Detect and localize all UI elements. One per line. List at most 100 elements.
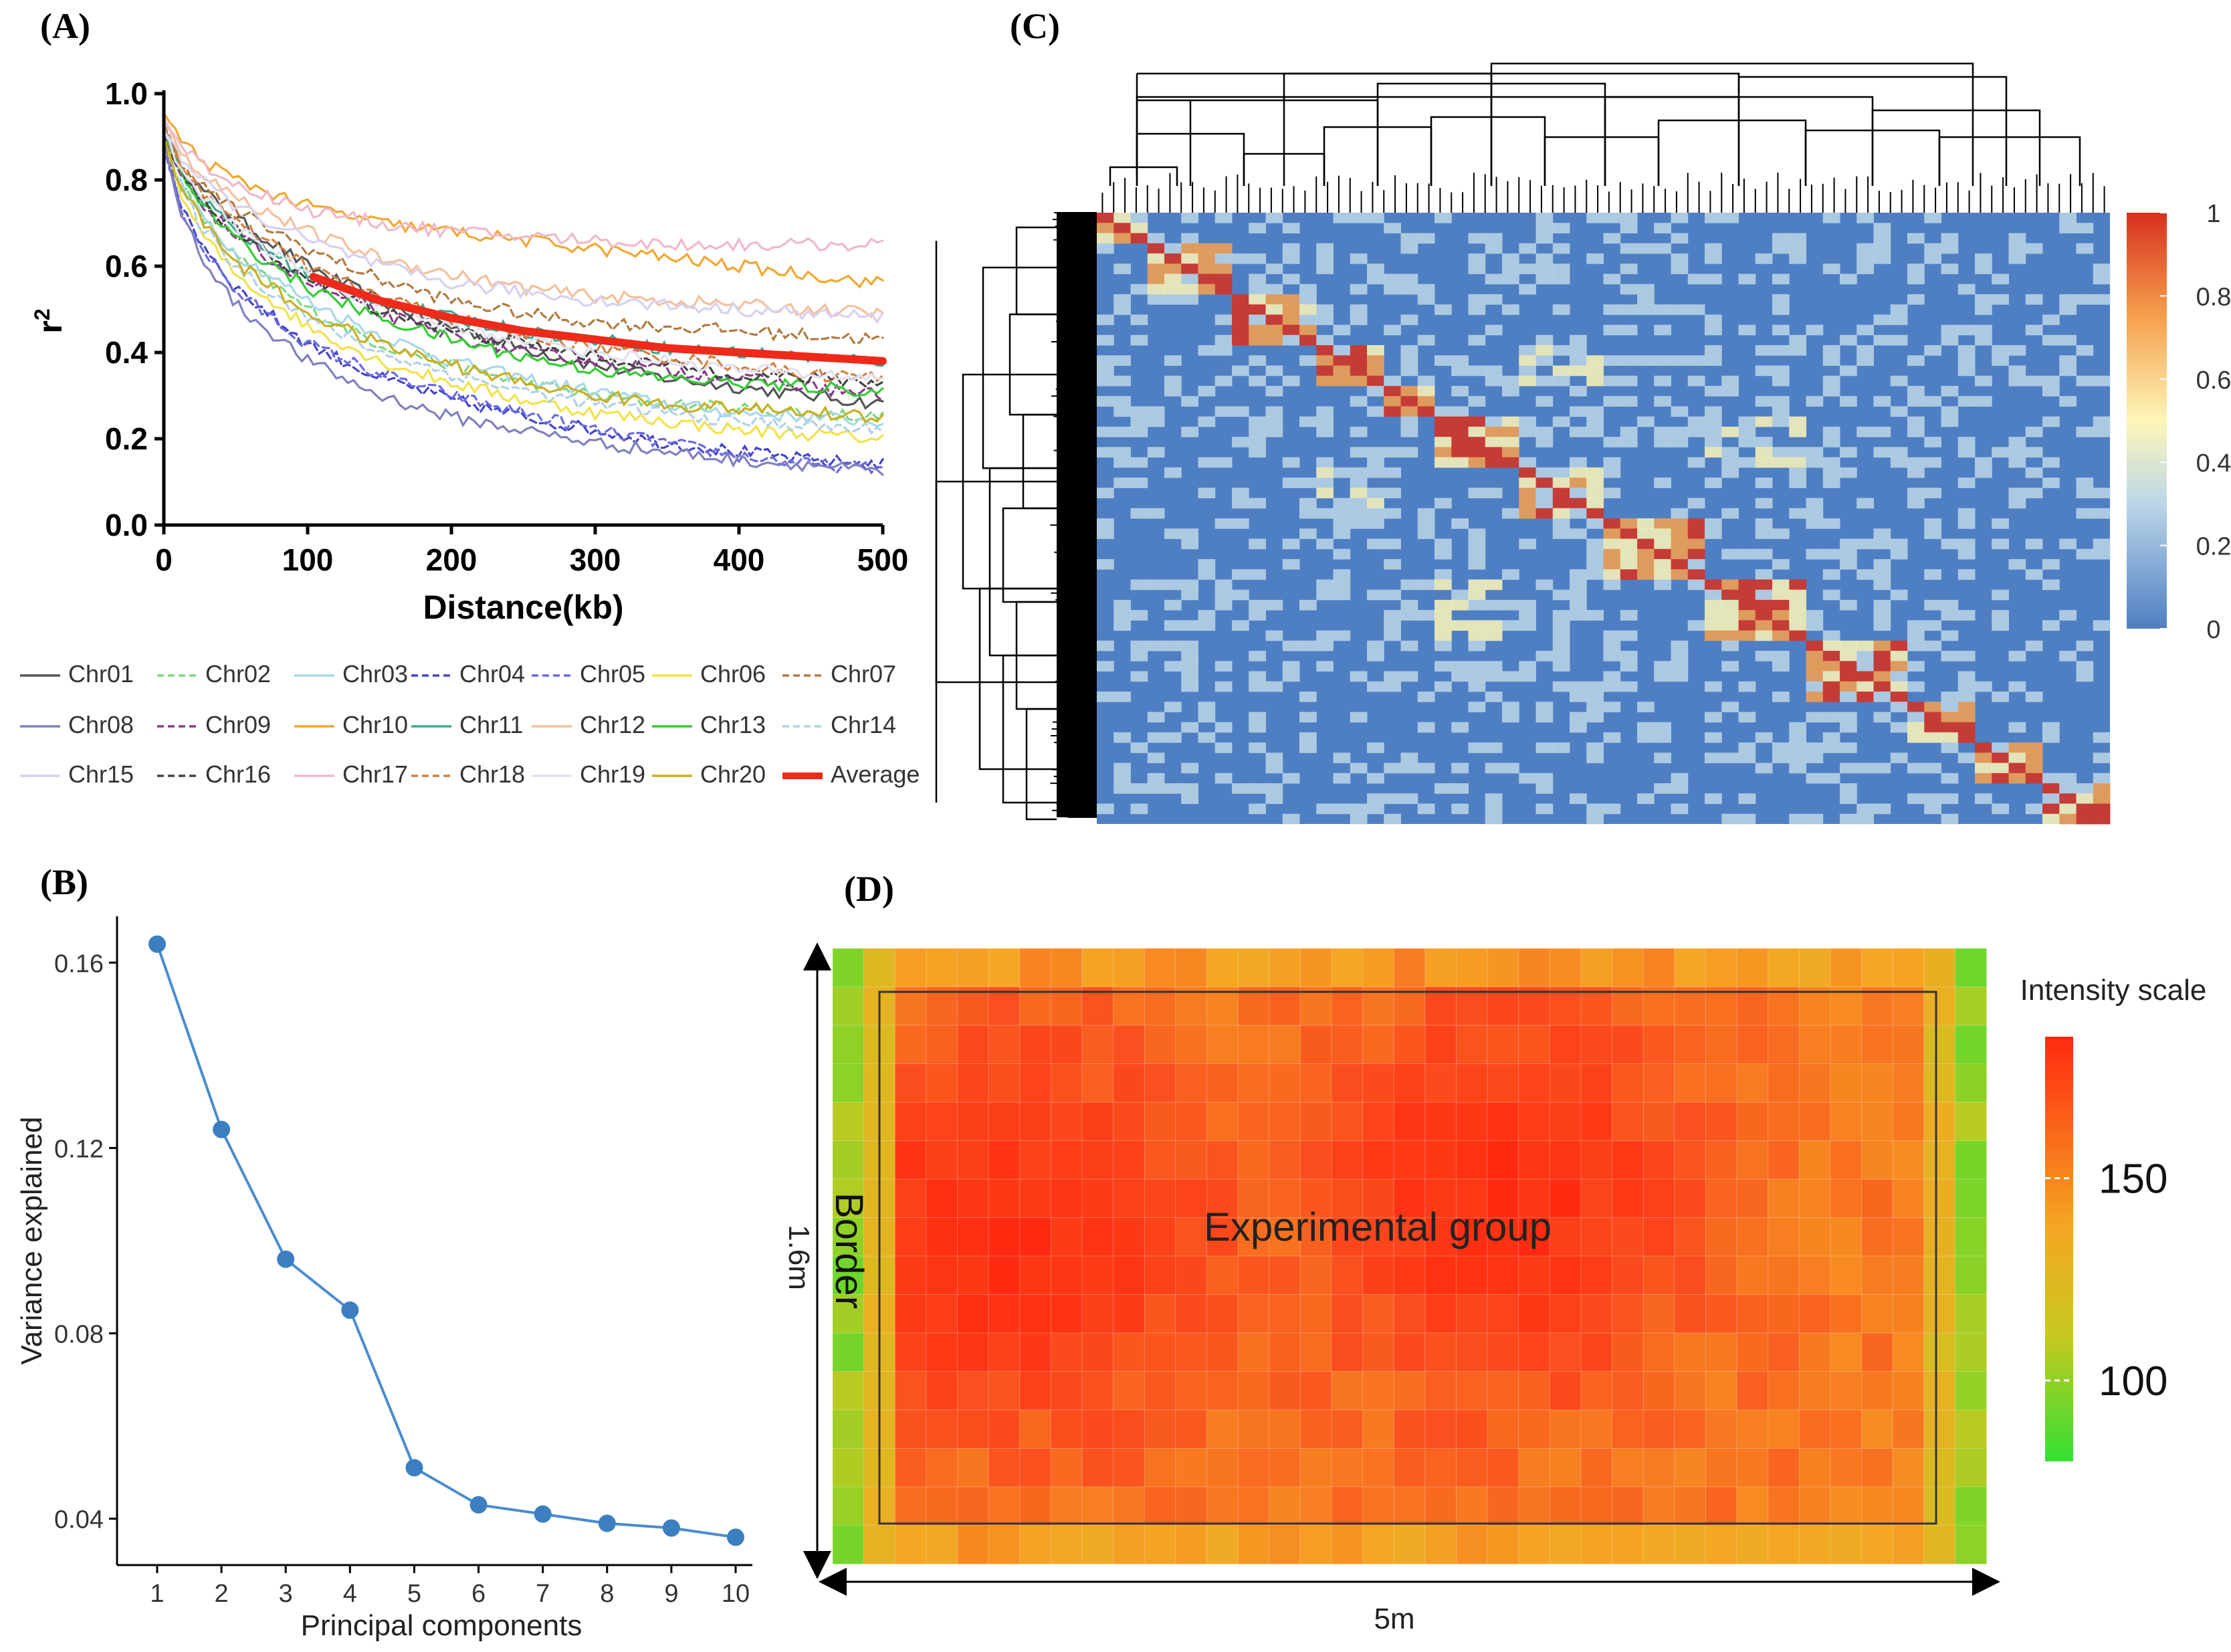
- heatmap-cell: [1113, 1371, 1146, 1411]
- heatmap-cell: [1097, 334, 1114, 346]
- heatmap-cell: [1923, 948, 1956, 988]
- heatmap-cell: [1113, 1332, 1146, 1372]
- heatmap-cell: [1249, 314, 1266, 326]
- heatmap-cell: [1907, 793, 1925, 805]
- heatmap-cell: [1237, 948, 1270, 988]
- heatmap-cell: [894, 1063, 927, 1104]
- heatmap-cell: [1502, 385, 1519, 397]
- heatmap-cell: [1019, 1448, 1052, 1488]
- heatmap-cell: [1873, 762, 1891, 774]
- heatmap-cell: [1350, 447, 1368, 458]
- heatmap-cell: [1856, 538, 1874, 550]
- heatmap-cell: [1806, 498, 1824, 509]
- pc-point-7: [534, 1505, 552, 1523]
- heatmap-cell: [1417, 610, 1435, 621]
- heatmap-cell: [1612, 1525, 1644, 1565]
- heatmap-cell: [1570, 610, 1587, 621]
- heatmap-cell: [1435, 416, 1452, 427]
- heatmap-cell: [1705, 1255, 1738, 1296]
- heatmap-cell: [1350, 345, 1368, 356]
- heatmap-cell: [1612, 1178, 1644, 1219]
- heatmap-cell: [2025, 569, 2043, 580]
- heatmap-cell: [1907, 762, 1925, 774]
- heatmap-cell: [1570, 579, 1587, 591]
- heatmap-cell: [1316, 406, 1334, 417]
- heatmap-cell: [1861, 1371, 1894, 1411]
- heatmap-cell: [1705, 610, 1722, 621]
- heatmap-cell: [1097, 447, 1114, 458]
- heatmap-cell: [1249, 324, 1266, 336]
- heatmap-cell: [1806, 396, 1824, 407]
- heatmap-cell: [1705, 579, 1722, 591]
- heatmap-cell: [1822, 712, 1840, 723]
- heatmap-cell: [1299, 416, 1317, 427]
- heatmap-cell: [1768, 1525, 1800, 1565]
- heatmap-cell: [1637, 355, 1655, 366]
- heatmap-cell: [1435, 457, 1452, 468]
- heatmap-cell: [1147, 772, 1165, 784]
- heatmap-cell: [1535, 213, 1554, 223]
- heatmap-cell: [1772, 274, 1790, 285]
- heatmap-cell: [1451, 447, 1469, 458]
- heatmap-cell: [1535, 702, 1554, 712]
- heatmap-cell: [1299, 712, 1317, 723]
- heatmap-cell: [1367, 803, 1384, 815]
- heatmap-cell: [1806, 661, 1824, 672]
- heatmap-cell: [1873, 640, 1891, 651]
- heatmap-cell: [1468, 640, 1486, 651]
- heatmap-cell: [1671, 671, 1689, 682]
- x-tick-label: 6: [471, 1580, 486, 1608]
- heatmap-cell: [1113, 1217, 1146, 1257]
- x-tick-label: 7: [536, 1580, 550, 1608]
- intensity-scale-title: Intensity scale: [2020, 974, 2207, 1007]
- heatmap-cell: [894, 1294, 927, 1334]
- heatmap-cell: [1603, 233, 1621, 244]
- heatmap-cell: [1705, 1371, 1738, 1411]
- heatmap-cell: [1941, 243, 1959, 254]
- heatmap-cell: [1806, 640, 1824, 651]
- heatmap-cell: [894, 1525, 927, 1565]
- heatmap-cell: [988, 948, 1021, 988]
- heatmap-cell: [1164, 732, 1182, 743]
- heatmap-cell: [1249, 712, 1266, 723]
- heatmap-cell: [1350, 762, 1368, 774]
- heatmap-cell: [1890, 375, 1908, 387]
- heatmap-cell: [1198, 264, 1216, 274]
- heatmap-cell: [1620, 213, 1638, 223]
- heatmap-cell: [1206, 1025, 1239, 1065]
- heatmap-cell: [1549, 1255, 1582, 1296]
- heatmap-cell: [2093, 803, 2111, 815]
- heatmap-cell: [1451, 365, 1469, 377]
- heatmap-cell: [1603, 213, 1621, 223]
- heatmap-cell: [1206, 1217, 1239, 1257]
- heatmap-cell: [1249, 803, 1266, 815]
- heatmap-cell: [832, 1217, 865, 1257]
- colorbar-tick-label: 100: [2099, 1358, 2167, 1405]
- legend-label-chr10: Chr10: [342, 711, 408, 738]
- heatmap-cell: [1586, 355, 1604, 366]
- heatmap-cell: [1269, 1178, 1301, 1219]
- heatmap-cell: [1400, 426, 1418, 437]
- y-tick-label: 0.8: [105, 163, 148, 197]
- heatmap-cell: [1822, 385, 1840, 397]
- heatmap-cell: [2059, 213, 2077, 223]
- heatmap-cell: [1333, 324, 1351, 336]
- heatmap-cell: [1535, 508, 1554, 519]
- heatmap-cell: [2076, 548, 2094, 560]
- heatmap-cell: [1181, 264, 1198, 274]
- heatmap-cell: [1331, 1255, 1364, 1296]
- heatmap-cell: [1642, 948, 1675, 988]
- heatmap-cell: [1282, 324, 1300, 336]
- heatmap-cell: [1050, 1486, 1083, 1526]
- heatmap-cell: [1603, 640, 1621, 651]
- heatmap-cell: [1549, 1294, 1582, 1334]
- heatmap-cell: [1806, 671, 1824, 682]
- heatmap-cell: [1362, 1525, 1395, 1565]
- heatmap-cell: [1019, 987, 1052, 1027]
- heatmap-cell: [1957, 518, 1976, 529]
- heatmap-cell: [1214, 772, 1233, 784]
- heatmap-cell: [1113, 1486, 1146, 1526]
- heatmap-cell: [1249, 274, 1266, 285]
- heatmap-cell: [1130, 233, 1148, 244]
- heatmap-cell: [1384, 375, 1401, 387]
